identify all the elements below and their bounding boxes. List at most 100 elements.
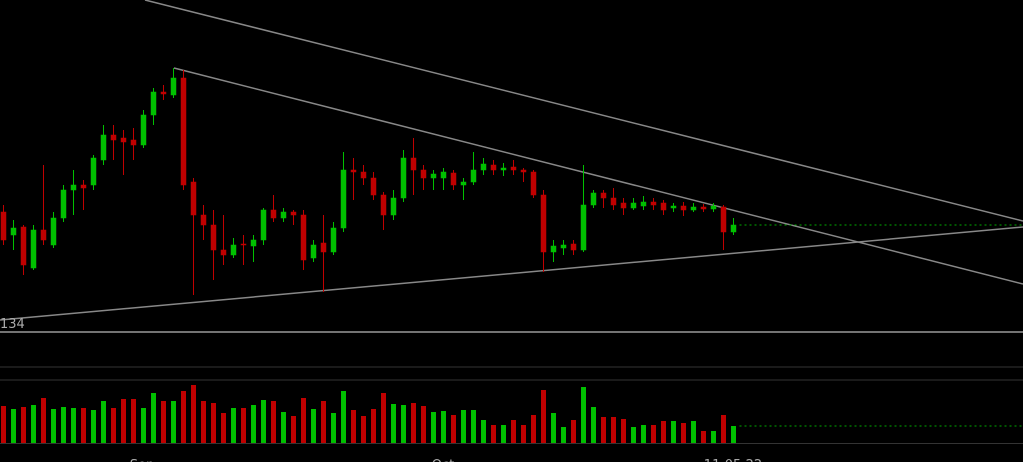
volume-bar (671, 421, 676, 443)
candle-body (410, 157, 417, 171)
volume-bar (61, 407, 66, 443)
trend-line (0, 226, 1023, 321)
candle-body (170, 77, 177, 96)
candle-body (640, 201, 647, 207)
volume-bar (251, 405, 256, 443)
candle-body (110, 134, 117, 141)
candle-body (40, 229, 47, 241)
candle-body (710, 205, 717, 210)
candle-body (140, 114, 147, 146)
candle-body (390, 197, 397, 216)
candle-body (70, 184, 77, 191)
candle-body (220, 249, 227, 256)
candle-body (420, 169, 427, 179)
volume-bar (481, 420, 486, 443)
volume-bar (661, 421, 666, 443)
candle-body (530, 171, 537, 196)
candle-body (600, 192, 607, 199)
volume-bar (411, 403, 416, 443)
candle-body (630, 202, 637, 209)
candle-body (320, 242, 327, 253)
volume-bar (551, 413, 556, 443)
volume-bar (711, 431, 716, 443)
candle-body (490, 164, 497, 171)
volume-bar (541, 390, 546, 443)
candle-body (240, 243, 247, 246)
volume-bar (631, 427, 636, 443)
volume-bar (621, 419, 626, 443)
candle-body (210, 224, 217, 251)
candle-body (430, 173, 437, 179)
volume-bar (71, 408, 76, 443)
candle-body (730, 224, 737, 233)
candle-body (550, 245, 557, 253)
candle-body (540, 194, 547, 253)
volume-bar (531, 415, 536, 443)
volume-bar (271, 401, 276, 443)
volume-bar (1, 406, 6, 443)
x-tick-label: Sep (130, 458, 155, 462)
volume-bar (401, 405, 406, 443)
candle-body (350, 169, 357, 173)
volume-bar (561, 427, 566, 443)
volume-bar (501, 425, 506, 443)
volume-bar (101, 401, 106, 443)
volume-bar (601, 417, 606, 443)
candle-body (290, 211, 297, 216)
volume-bar (241, 408, 246, 443)
candle-body (650, 201, 657, 206)
volume-bar (121, 399, 126, 443)
candle-body (90, 157, 97, 186)
volume-bar (91, 410, 96, 443)
candle-body (300, 214, 307, 261)
x-tick-label: Oct (432, 458, 454, 462)
candle-body (340, 169, 347, 229)
candle-body (590, 192, 597, 206)
volume-bar (691, 421, 696, 443)
volume-bar (681, 423, 686, 443)
candle-body (580, 204, 587, 251)
volume-bar (701, 431, 706, 443)
candle-body (500, 167, 507, 171)
volume-bar (261, 400, 266, 443)
volume-bar (441, 411, 446, 443)
volume-bar (361, 416, 366, 443)
volume-bar (731, 426, 736, 443)
volume-bar (521, 425, 526, 443)
volume-bar (491, 425, 496, 443)
volume-bar (181, 391, 186, 443)
candle-body (700, 206, 707, 210)
candle-body (160, 91, 167, 95)
volume-bar (231, 408, 236, 443)
volume-bar (591, 407, 596, 443)
volume-bar (421, 406, 426, 443)
candle-body (450, 172, 457, 186)
candle-body (80, 184, 87, 189)
volume-bar (41, 398, 46, 443)
volume-bar (221, 413, 226, 443)
candle-body (10, 227, 17, 236)
candle-body (470, 169, 477, 183)
candle-body (120, 137, 127, 143)
candle-body (250, 239, 257, 247)
volume-bar (151, 393, 156, 443)
trend-line (173, 67, 1023, 285)
volume-bar (81, 408, 86, 443)
candle-body (520, 169, 527, 173)
candle-body (50, 217, 57, 246)
candle-body (270, 209, 277, 219)
candle-body (670, 205, 677, 209)
volume-bar (321, 401, 326, 443)
candle-body (690, 206, 697, 211)
volume-bar (461, 410, 466, 443)
volume-bar (331, 413, 336, 443)
candle-body (180, 77, 187, 186)
candle-body (260, 209, 267, 241)
volume-bar (211, 403, 216, 443)
volume-bar (281, 412, 286, 443)
volume-bar (31, 405, 36, 443)
volume-bar (611, 417, 616, 443)
candle-body (570, 243, 577, 251)
candle-body (560, 244, 567, 249)
